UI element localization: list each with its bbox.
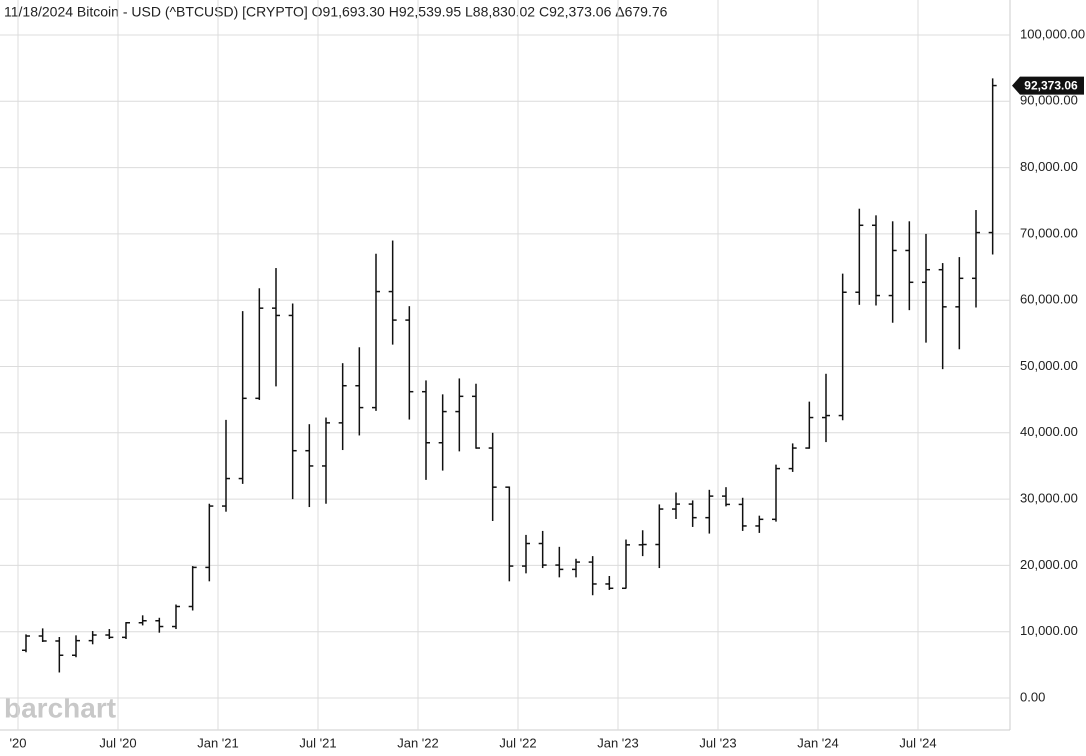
y-tick-label: 20,000.00 — [1020, 557, 1078, 572]
y-tick-label: 30,000.00 — [1020, 491, 1078, 506]
y-tick-label: 80,000.00 — [1020, 159, 1078, 174]
x-tick-label: Jan '24 — [797, 735, 839, 750]
last-price-label: 92,373.06 — [1024, 79, 1078, 93]
y-tick-label: 70,000.00 — [1020, 225, 1078, 240]
y-tick-label: 50,000.00 — [1020, 358, 1078, 373]
x-tick-label: Jan '22 — [397, 735, 439, 750]
y-tick-label: 0.00 — [1020, 689, 1045, 704]
chart-title: 11/18/2024 Bitcoin - USD (^BTCUSD) [CRYP… — [4, 4, 668, 20]
x-tick-label: Jul '21 — [299, 735, 336, 750]
x-tick-label: '20 — [10, 735, 27, 750]
x-tick-label: Jan '23 — [597, 735, 639, 750]
x-tick-label: Jul '22 — [499, 735, 536, 750]
x-tick-label: Jan '21 — [197, 735, 239, 750]
watermark: barchart — [4, 692, 116, 723]
y-tick-label: 40,000.00 — [1020, 424, 1078, 439]
x-tick-label: Jul '20 — [99, 735, 136, 750]
y-tick-label: 90,000.00 — [1020, 93, 1078, 108]
x-tick-label: Jul '24 — [899, 735, 936, 750]
x-tick-label: Jul '23 — [699, 735, 736, 750]
y-tick-label: 60,000.00 — [1020, 292, 1078, 307]
y-tick-label: 100,000.00 — [1020, 26, 1085, 41]
y-tick-label: 10,000.00 — [1020, 623, 1078, 638]
last-price-tag — [1012, 76, 1084, 95]
